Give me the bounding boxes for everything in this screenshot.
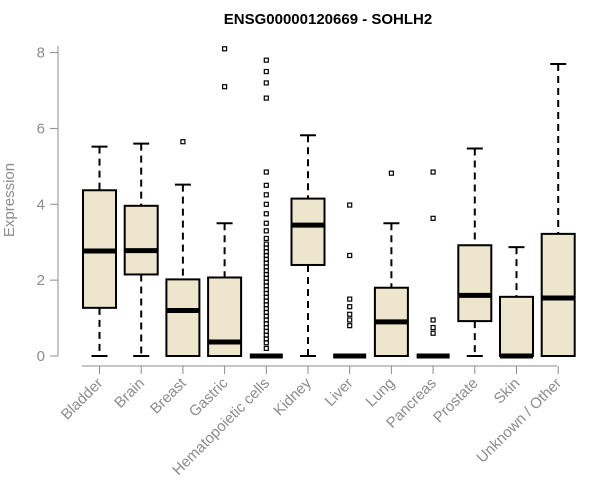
box-5 xyxy=(290,134,326,357)
outlier-point xyxy=(430,324,436,331)
y-tick-label: 4 xyxy=(37,196,45,213)
box-iqr xyxy=(165,278,201,358)
box-7 xyxy=(373,170,409,358)
outlier-point xyxy=(263,80,269,86)
outlier-point xyxy=(388,170,394,176)
y-tick-label: 2 xyxy=(37,272,45,289)
x-tick-label: Prostate xyxy=(430,375,482,427)
outlier-point xyxy=(263,235,269,242)
box-3 xyxy=(207,46,243,357)
outlier-point xyxy=(263,192,269,198)
box-iqr xyxy=(499,295,534,357)
outlier-point xyxy=(347,311,353,317)
x-tick-label: Skin xyxy=(491,375,524,408)
box-iqr xyxy=(457,244,493,323)
y-tick-label: 6 xyxy=(37,120,45,137)
y-axis-title: Expression xyxy=(1,163,18,237)
outlier-point xyxy=(263,345,269,352)
box-0 xyxy=(82,145,117,357)
outlier-point xyxy=(430,215,436,221)
y-tick-label: 8 xyxy=(37,45,45,62)
outlier-point xyxy=(263,182,269,188)
outlier-point xyxy=(263,57,269,63)
x-tick-label: Bladder xyxy=(58,375,107,424)
outlier-point xyxy=(180,139,186,145)
outlier-point xyxy=(263,68,269,75)
outlier-point xyxy=(263,220,269,226)
chart-title: ENSG00000120669 - SOHLH2 xyxy=(224,11,432,28)
x-tick-label: Breast xyxy=(147,374,190,417)
box-iqr xyxy=(123,204,159,276)
box-series xyxy=(82,46,576,359)
outlier-point xyxy=(347,323,353,329)
y-axis-ticks: 0 2 4 6 8 xyxy=(37,45,58,365)
box-iqr xyxy=(290,197,326,266)
outlier-point xyxy=(263,211,269,217)
outlier-point xyxy=(347,317,353,323)
box-9 xyxy=(457,147,493,357)
outlier-point xyxy=(347,252,353,259)
outlier-point xyxy=(263,241,269,247)
box-11 xyxy=(540,62,576,357)
outlier-point xyxy=(347,296,353,302)
box-6 xyxy=(333,202,367,359)
outlier-point xyxy=(263,201,269,207)
box-iqr xyxy=(540,232,576,357)
y-tick-label: 0 xyxy=(37,348,45,365)
outlier-point xyxy=(347,304,353,310)
outlier-point xyxy=(430,330,436,336)
x-tick-label: Lung xyxy=(363,375,399,411)
outlier-point xyxy=(430,317,436,323)
x-tick-label: Brain xyxy=(111,375,148,412)
outlier-point xyxy=(263,169,269,175)
outlier-point xyxy=(222,84,228,90)
outlier-point xyxy=(347,202,353,208)
box-10 xyxy=(499,246,534,359)
box-8 xyxy=(416,169,450,359)
x-tick-label: Kidney xyxy=(270,374,315,419)
outlier-point xyxy=(263,228,269,234)
x-tick-label: Liver xyxy=(322,375,357,410)
box-4 xyxy=(249,57,283,359)
box-2 xyxy=(165,139,201,358)
outlier-point xyxy=(222,46,228,52)
outlier-point xyxy=(263,95,269,101)
outlier-point xyxy=(430,169,436,175)
box-1 xyxy=(123,142,159,357)
